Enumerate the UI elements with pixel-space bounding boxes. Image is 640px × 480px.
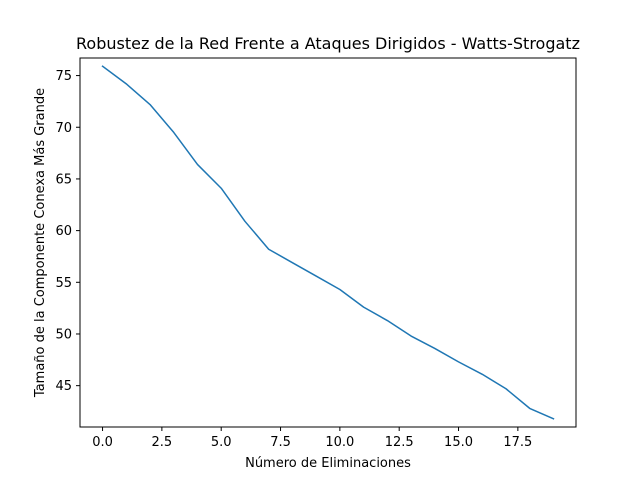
x-axis-title: Número de Eliminaciones (245, 456, 411, 471)
x-tick-label: 7.5 (270, 435, 291, 450)
y-tick-label: 65 (55, 172, 72, 187)
plot-area-frame (79, 57, 577, 428)
x-tick-label: 15.0 (444, 435, 473, 450)
x-tick-label: 17.5 (503, 435, 532, 450)
y-tick-label: 55 (55, 276, 72, 291)
x-tick-label: 10.0 (325, 435, 354, 450)
series-line (101, 65, 555, 420)
y-tick-label: 45 (55, 379, 72, 394)
x-axis-ticks: 0.0 2.5 5.0 7.5 10.0 12.5 15.0 17.5 (92, 427, 532, 450)
y-tick-label: 75 (55, 69, 72, 84)
x-tick-label: 0.0 (92, 435, 113, 450)
y-tick-label: 70 (55, 121, 72, 136)
x-tick-label: 2.5 (152, 435, 173, 450)
y-axis-ticks: 45 50 55 60 65 70 75 (55, 69, 80, 394)
data-series-group (101, 65, 555, 420)
x-tick-label: 12.5 (385, 435, 414, 450)
y-axis-title: Tamaño de la Componente Conexa Más Grand… (33, 88, 48, 398)
x-tick-label: 5.0 (211, 435, 232, 450)
y-tick-label: 60 (55, 224, 72, 239)
y-tick-label: 50 (55, 327, 72, 342)
chart-title: Robustez de la Red Frente a Ataques Diri… (76, 34, 580, 53)
